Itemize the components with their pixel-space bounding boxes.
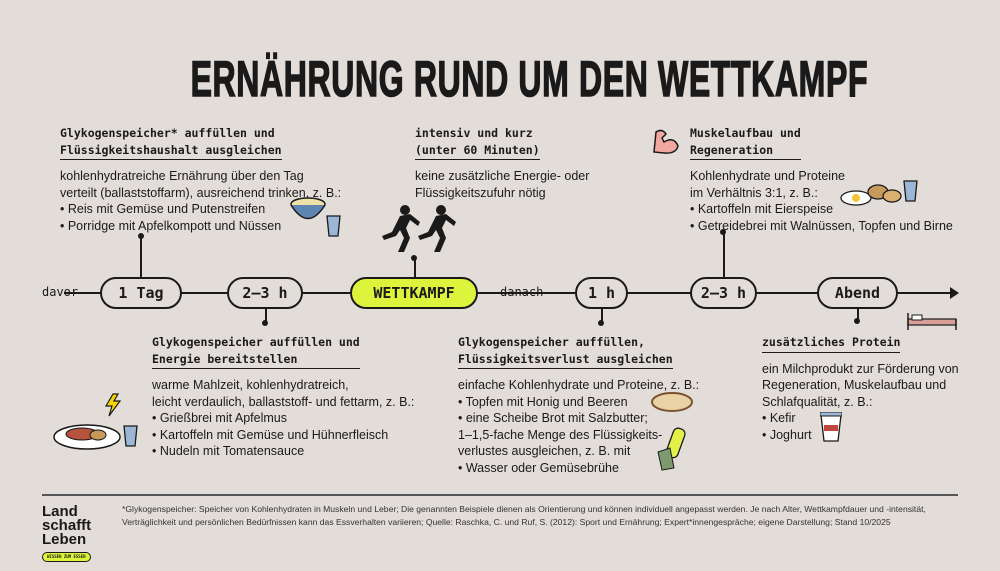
water-glass-icon [903, 180, 918, 202]
block-2-3h-after: Muskelaufbau und Regeneration Kohlenhydra… [690, 126, 953, 233]
timeline-point-1h-after: 1 h [575, 277, 628, 309]
bread-icon [651, 392, 693, 412]
timeline-point-evening: Abend [817, 277, 898, 309]
rice-bowl-icon [290, 197, 326, 220]
block-evening: zusätzliches Protein ein Milchprodukt zu… [762, 335, 959, 442]
water-bottle-icon [657, 427, 686, 471]
lightning-icon [104, 393, 122, 417]
block-1h-after: Glykogenspeicher auffüllen, Flüssigkeitsv… [458, 335, 700, 475]
footnote: *Glykogenspeicher: Speicher von Kohlenhy… [122, 504, 926, 527]
timeline-line [64, 292, 954, 294]
timeline-arrowhead [950, 287, 959, 299]
plate-meal-icon [53, 424, 121, 450]
bed-icon [907, 313, 957, 330]
footer-divider [42, 494, 958, 496]
label-before: davor [42, 285, 79, 299]
muscle-arm-icon [653, 129, 679, 154]
brand-logo: Land schafft Leben WISSEN ZUM ESSEN [42, 504, 91, 562]
yogurt-cup-icon [820, 412, 842, 442]
runners-icon [382, 205, 456, 252]
timeline-point-competition: WETTKAMPF [350, 277, 478, 309]
timeline-point-2-3h-after: 2–3 h [690, 277, 757, 309]
block-1-day-before: Glykogenspeicher* auffüllen und Flüssigke… [60, 126, 342, 233]
page-title: ERNÄHRUNG RUND UM DEN WETTKAMPF [190, 50, 869, 108]
block-2-3h-before: Glykogenspeicher auffüllen und Energie be… [152, 335, 415, 458]
timeline-point-1-day: 1 Tag [100, 277, 182, 309]
water-glass-icon [123, 425, 138, 447]
water-glass-icon [326, 215, 341, 237]
label-after: danach [500, 285, 544, 299]
timeline-point-2-3h-before: 2–3 h [227, 277, 303, 309]
potatoes-egg-icon [840, 184, 902, 206]
block-competition: intensiv und kurz (unter 60 Minuten) kein… [415, 126, 590, 200]
